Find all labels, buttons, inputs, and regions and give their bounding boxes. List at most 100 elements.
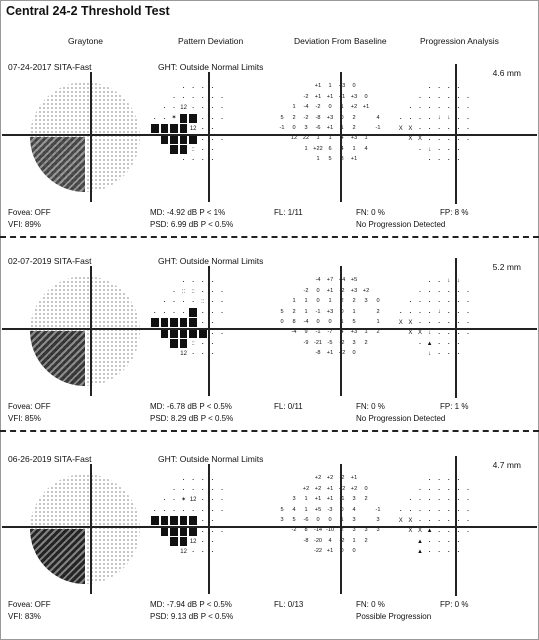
value-cell: X [417,330,422,337]
value-cell: +3 [326,114,334,121]
dot-mark [425,516,435,525]
value-cell: -1 [375,124,381,131]
dot-mark [188,349,198,358]
value-cell: 12 [180,104,187,111]
value-cell: 3 [292,496,296,503]
value-cell: +22 [313,145,323,152]
dot-mark [463,93,473,102]
dot-mark [415,339,425,348]
value-cell [217,516,227,525]
value-cell: 1 [364,329,368,336]
dot-mark [217,114,227,123]
grid-row: 12 [150,349,227,359]
dot-mark [434,506,444,515]
grid-row [396,495,473,505]
value-cell: +3 [350,287,358,294]
dot-mark [188,485,198,494]
grid-row [150,474,227,484]
dot-mark [396,308,406,317]
value-cell: +1 [326,350,334,357]
value-cell: 1 [292,298,296,305]
value-cell: 0 [280,318,284,325]
dot-mark [463,506,473,515]
grid-row [396,92,473,102]
dot-mark [198,93,208,102]
value-cell [276,145,288,154]
value-cell: -6 [315,124,321,131]
grid-row: 12 [150,547,227,557]
value-cell: +3 [350,329,358,336]
dot-mark [434,485,444,494]
value-cell: -4 [303,104,309,111]
value-cell: 12 [180,350,187,357]
grid-row: :: [150,338,227,349]
value-cell [217,475,227,484]
horizontal-axis [2,328,537,330]
value-cell: 2 [352,114,356,121]
value-cell: X [398,125,403,132]
dot-mark [217,527,227,536]
dot-mark [198,318,208,327]
deviation-box [179,328,188,338]
value-cell: -2 [339,475,345,482]
dot-mark [198,124,208,133]
deviation-box [189,134,197,144]
dot-mark [198,537,208,546]
dot-mark [444,537,454,546]
dot-mark [463,329,473,338]
value-cell: 6 [328,145,332,152]
value-cell [360,277,372,286]
dot-mark [434,527,444,536]
column-header-graytone: Graytone [68,36,103,46]
grid-row [150,92,236,102]
grid-row [150,307,227,317]
dot-mark [217,495,227,504]
value-cell [360,506,372,515]
value-cell [160,287,170,296]
deviation-box [170,124,178,134]
value-cell [169,83,179,92]
value-cell: +2 [326,475,334,482]
value-cell [150,135,160,144]
dot-mark [169,297,179,306]
value-cell [288,475,300,484]
value-cell [169,475,179,484]
deviation-box [179,134,188,144]
deviation-box [179,145,188,155]
value-cell: +1 [314,496,322,503]
dot-mark [198,506,208,515]
value-cell: 0 [328,318,332,325]
pattern-deviation-grid: 12✶12:: [150,82,236,165]
value-cell: 5 [292,516,296,523]
value-cell: 1 [304,506,308,513]
fl-value: FL: 0/11 [274,402,303,411]
dot-mark [396,506,406,515]
dot-mark [434,349,444,358]
grid-row: X X ▲ [396,526,473,536]
value-cell: ▲ [426,340,433,347]
dot-mark [217,287,227,296]
value-cell: -6 [303,516,309,523]
value-cell [217,547,227,556]
grid-row [150,526,227,536]
value-cell [360,308,372,317]
horizontal-axis [2,134,537,136]
md-value: MD: -4.92 dB P < 1% [150,208,226,217]
grid-row [150,134,236,144]
fp-value: FP: 8 % [440,208,469,217]
value-cell [406,537,416,546]
dot-mark [434,277,444,286]
dot-mark [198,349,208,358]
dot-mark [198,308,208,317]
dot-mark [425,547,435,556]
fl-value: FL: 1/11 [274,208,303,217]
graytone-defect [30,137,85,192]
value-cell: 2 [292,114,296,121]
value-cell: 4 [292,506,296,513]
value-cell: 0 [364,485,368,492]
progression-result: Possible Progression [356,612,432,621]
graytone-defect [30,529,85,584]
value-cell [160,485,170,494]
value-cell [288,93,300,102]
